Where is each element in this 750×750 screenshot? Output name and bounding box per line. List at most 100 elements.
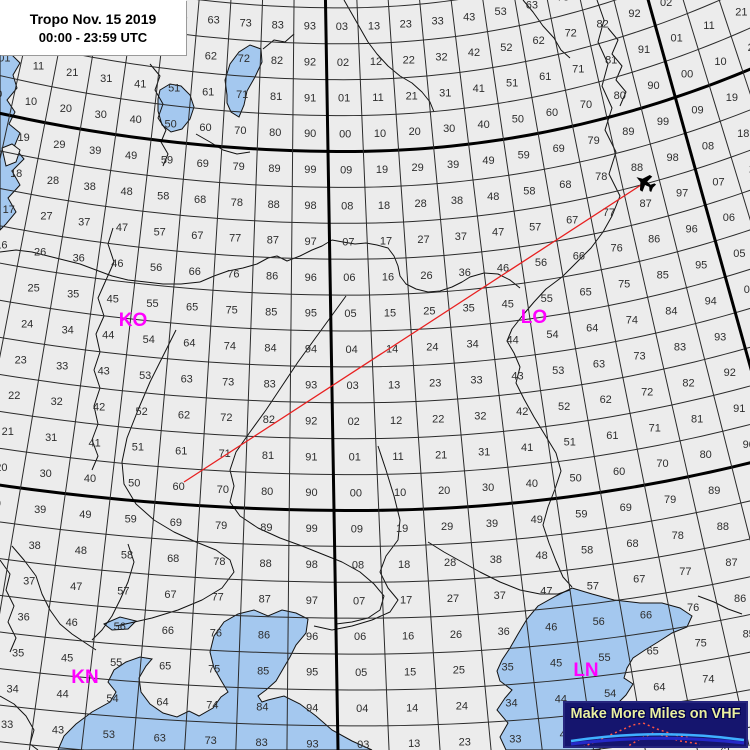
- grid-number: 96: [685, 224, 697, 236]
- grid-number: 80: [700, 449, 712, 461]
- grid-number: 29: [0, 498, 1, 510]
- grid-number: 31: [45, 432, 57, 444]
- grid-number: 05: [733, 248, 745, 260]
- map-title: Tropo Nov. 15 2019: [29, 10, 157, 27]
- grid-number: 84: [665, 306, 677, 318]
- grid-number: 39: [89, 145, 101, 157]
- grid-number: 13: [368, 20, 380, 32]
- grid-number: 42: [516, 406, 528, 418]
- grid-number: 33: [431, 16, 443, 28]
- field-label-ln: LN: [573, 660, 598, 681]
- grid-number: 10: [714, 56, 726, 68]
- meridian-line: [579, 0, 750, 747]
- grid-number: 65: [159, 661, 171, 673]
- grid-number: 55: [541, 293, 553, 305]
- airplane-icon: [636, 174, 657, 193]
- parallel-line: [0, 346, 750, 404]
- grid-number: 75: [208, 663, 220, 675]
- grid-number: 41: [473, 83, 485, 95]
- grid-number: 08: [341, 200, 353, 212]
- logo-horizon-dark-arc: [570, 736, 745, 746]
- grid-number: 23: [459, 736, 471, 748]
- grid-number: 48: [120, 186, 132, 198]
- grid-number: 53: [139, 370, 151, 382]
- meridian-line: [0, 0, 36, 162]
- grid-number: 63: [207, 15, 219, 27]
- grid-number: 08: [352, 559, 364, 571]
- grid-number: 66: [189, 266, 201, 278]
- grid-number: 39: [447, 159, 459, 171]
- grid-number: 04: [744, 284, 750, 296]
- grid-number: 90: [647, 80, 659, 92]
- parallel-line: [196, 0, 459, 9]
- grid-number: 70: [234, 125, 246, 137]
- grid-number: 69: [553, 143, 565, 155]
- grid-number: 93: [306, 738, 318, 750]
- mmm-logo[interactable]: Make More Miles on VHF: [563, 701, 748, 748]
- grid-number: 50: [512, 114, 524, 126]
- parallel-line: [0, 576, 750, 619]
- logo-art: [570, 722, 745, 746]
- meridian-line: [184, 0, 232, 750]
- meridian-line: [28, 0, 136, 750]
- grid-number: 52: [500, 42, 512, 54]
- grid-number: 30: [95, 109, 107, 121]
- parallel-line: [0, 614, 750, 655]
- border-or-river: [0, 249, 201, 285]
- grid-number: 61: [175, 445, 187, 457]
- water-polygon: [0, 49, 25, 231]
- grid-number: 78: [213, 556, 225, 568]
- grid-number: 16: [0, 240, 8, 252]
- grid-number: 57: [117, 585, 129, 597]
- grid-number: 24: [456, 701, 468, 713]
- grid-number: 60: [613, 466, 625, 478]
- grid-number: 92: [304, 56, 316, 68]
- grid-number: 20: [409, 126, 421, 138]
- grid-number: 27: [417, 234, 429, 246]
- grid-number: 83: [255, 737, 267, 749]
- border-or-river: [195, 133, 251, 155]
- field-labels: KO LO KN LN: [71, 307, 598, 688]
- grid-number: 18: [737, 128, 749, 140]
- grid-number: 40: [84, 473, 96, 485]
- grid-number: 93: [304, 21, 316, 33]
- grid-number: 72: [238, 53, 250, 65]
- grid-number: 11: [392, 451, 403, 463]
- grid-number: 01: [338, 93, 350, 105]
- grid-number: 59: [575, 509, 587, 521]
- grid-number: 63: [593, 358, 605, 370]
- border-or-river: [115, 329, 235, 627]
- grid-number: 76: [687, 602, 699, 614]
- grid-number: 64: [653, 681, 665, 693]
- grid-number: 83: [272, 19, 284, 31]
- grid-number: 40: [526, 478, 538, 490]
- grid-number: 40: [130, 114, 142, 126]
- grid-number: 94: [305, 344, 317, 356]
- grid-number: 47: [70, 581, 82, 593]
- grid-number: 48: [535, 550, 547, 562]
- grid-number: 02: [348, 416, 360, 428]
- map-time-range: 00:00 - 23:59 UTC: [38, 29, 148, 45]
- grid-number: 80: [261, 486, 273, 498]
- grid-number: 21: [2, 426, 14, 438]
- grid-number: 24: [21, 318, 33, 330]
- grid-number: 01: [670, 33, 682, 45]
- grid-number: 35: [12, 647, 24, 659]
- grid-number: 41: [88, 437, 100, 449]
- grid-number: 72: [565, 27, 577, 39]
- grid-number: 89: [708, 485, 720, 497]
- grid-number: 39: [34, 504, 46, 516]
- grid-number: 16: [382, 272, 394, 284]
- border-or-river: [91, 543, 135, 641]
- grid-number: 47: [492, 227, 504, 239]
- grid-number: 43: [52, 724, 64, 736]
- grid-number: 12: [370, 56, 382, 68]
- grid-number: 37: [494, 590, 506, 602]
- grid-number: 42: [93, 401, 105, 413]
- grid-number: 52: [558, 401, 570, 413]
- meridian-line: [482, 0, 595, 750]
- grid-number: 41: [134, 78, 146, 90]
- grid-number: 28: [444, 557, 456, 569]
- grid-number: 55: [598, 652, 610, 664]
